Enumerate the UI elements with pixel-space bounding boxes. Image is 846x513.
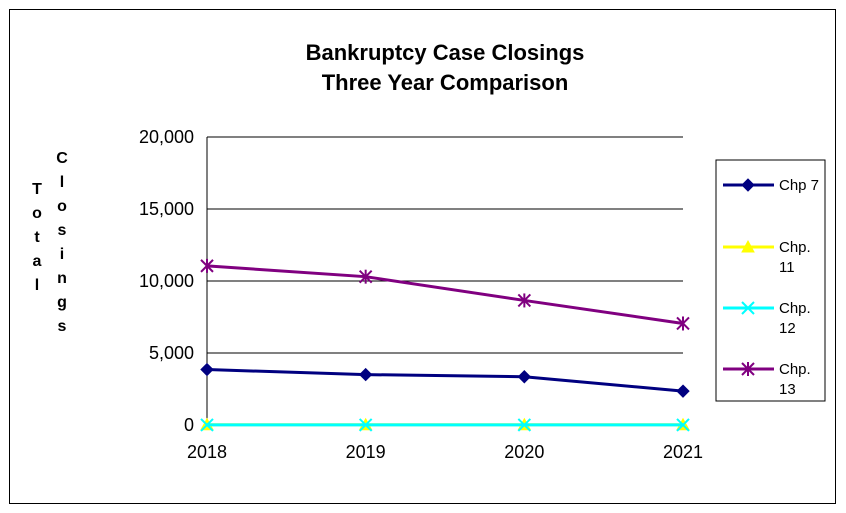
data-point xyxy=(200,362,214,377)
series-line-chp-13 xyxy=(206,264,684,325)
legend-box xyxy=(715,159,826,402)
y-axis-label-letter: s xyxy=(58,222,67,239)
diamond-marker xyxy=(200,362,214,377)
y-tick-labels: 0 5,000 10,000 15,000 20,000 xyxy=(139,127,194,435)
y-axis-label-letter: s xyxy=(58,318,67,335)
legend-label: Chp 7 xyxy=(779,177,819,194)
legend-label: Chp. xyxy=(779,239,811,256)
x-marker-stroke xyxy=(741,301,755,315)
legend-label: 13 xyxy=(779,381,796,398)
y-tick-label: 0 xyxy=(184,415,194,435)
series-lines xyxy=(200,258,690,432)
y-axis-label-letter: l xyxy=(60,174,64,191)
x-marker-stroke xyxy=(200,418,214,432)
data-point xyxy=(358,418,373,432)
line-chart: Bankruptcy Case Closings Three Year Comp… xyxy=(32,40,826,462)
diamond-marker xyxy=(358,367,373,382)
y-axis-label-letter: t xyxy=(34,229,40,246)
x-marker-stroke xyxy=(358,418,373,432)
y-axis-label-letter: o xyxy=(32,205,42,222)
legend-label: Chp. xyxy=(779,300,811,317)
y-axis-label-letter: n xyxy=(57,270,67,287)
y-axis-label-letter: C xyxy=(56,150,68,167)
x-tick-labels: 2018 2019 2020 2021 xyxy=(187,442,703,462)
diamond-marker xyxy=(676,384,690,398)
diamond-marker xyxy=(741,178,755,192)
chart-title-line-1: Bankruptcy Case Closings xyxy=(306,40,585,65)
y-axis-label-letter: g xyxy=(57,294,67,311)
data-point xyxy=(676,316,690,331)
series-line-chp-7 xyxy=(206,368,684,393)
x-tick-label: 2018 xyxy=(187,442,227,462)
chart-title-line-2: Three Year Comparison xyxy=(322,70,569,95)
legend-marker xyxy=(741,239,755,253)
legend-label: 12 xyxy=(779,320,796,337)
y-axis-label-letter: o xyxy=(57,198,67,215)
x-tick-label: 2019 xyxy=(346,442,386,462)
data-point xyxy=(358,269,373,284)
y-tick-label: 15,000 xyxy=(139,199,194,219)
y-axis-label-letter: T xyxy=(32,181,42,198)
y-tick-label: 10,000 xyxy=(139,271,194,291)
legend: Chp 7 Chp. 11 Chp. 12 Chp. 13 xyxy=(723,177,819,398)
data-point xyxy=(517,293,532,308)
data-point xyxy=(200,418,214,432)
x-tick-label: 2020 xyxy=(504,442,544,462)
y-axis-label-letter: l xyxy=(35,277,39,294)
legend-marker xyxy=(741,362,755,376)
x-tick-label: 2021 xyxy=(663,442,703,462)
chart-frame: Bankruptcy Case Closings Three Year Comp… xyxy=(9,9,836,504)
y-axis-label-letter: a xyxy=(33,253,42,270)
y-axis-label-letter: i xyxy=(60,246,64,263)
data-point xyxy=(517,370,532,384)
legend-label: 11 xyxy=(779,259,795,276)
data-point xyxy=(676,418,690,432)
triangle-marker xyxy=(741,239,755,253)
x-marker-stroke xyxy=(676,418,690,432)
y-tick-label: 5,000 xyxy=(149,343,194,363)
data-point xyxy=(676,384,690,398)
x-marker-stroke xyxy=(517,418,532,432)
data-point xyxy=(200,258,214,273)
diamond-marker xyxy=(517,370,532,384)
data-point xyxy=(517,418,532,432)
legend-marker xyxy=(741,178,755,192)
legend-marker xyxy=(741,301,755,315)
data-point xyxy=(358,367,373,382)
y-tick-label: 20,000 xyxy=(139,127,194,147)
legend-label: Chp. xyxy=(779,361,811,378)
